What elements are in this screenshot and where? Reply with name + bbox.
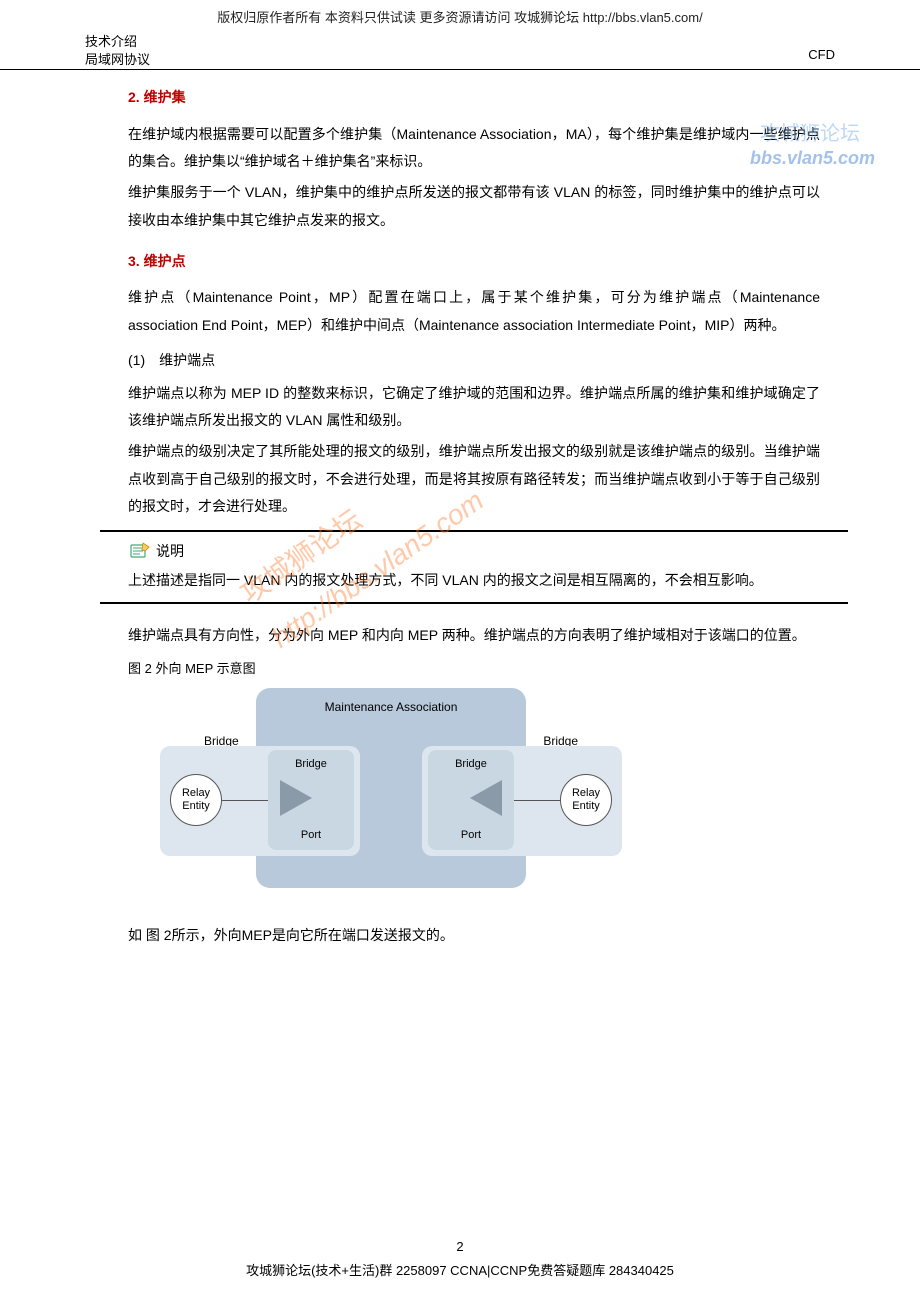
relay-entity-left: RelayEntity — [170, 774, 222, 826]
conn-line-right — [514, 800, 560, 801]
header-right: CFD — [808, 43, 835, 69]
header-line1: 技术介绍 — [85, 33, 150, 51]
para-ma-def: 在维护域内根据需要可以配置多个维护集（Maintenance Associati… — [128, 121, 820, 176]
bp-bot-right: Port — [428, 825, 514, 846]
page-number: 2 — [0, 1235, 920, 1260]
conn-line-left — [222, 800, 268, 801]
note-icon — [128, 541, 152, 561]
para-mp-def: 维护点（Maintenance Point，MP）配置在端口上，属于某个维护集，… — [128, 284, 820, 339]
footer-text: 攻城狮论坛(技术+生活)群 2258097 CCNA|CCNP免费答疑题库 28… — [0, 1259, 920, 1284]
note-box: 说明 上述描述是指同一 VLAN 内的报文处理方式，不同 VLAN 内的报文之间… — [100, 530, 848, 604]
top-banner: 版权归原作者所有 本资料只供试读 更多资源请访问 攻城狮论坛 http://bb… — [0, 0, 920, 33]
diagram-outward-mep: Maintenance Association Bridge Bridge Re… — [156, 688, 636, 898]
para-mep-id: 维护端点以称为 MEP ID 的整数来标识，它确定了维护域的范围和边界。维护端点… — [128, 380, 820, 435]
figure-caption: 图 2 外向 MEP 示意图 — [128, 657, 820, 682]
mep-triangle-left — [280, 780, 312, 816]
subheading-mep: (1) 维护端点 — [128, 347, 820, 374]
note-head: 说明 — [128, 538, 820, 565]
page-content: 2. 维护集 在维护域内根据需要可以配置多个维护集（Maintenance As… — [0, 84, 920, 949]
para-ma-vlan: 维护集服务于一个 VLAN，维护集中的维护点所发送的报文都带有该 VLAN 的标… — [128, 179, 820, 234]
mep-triangle-right — [470, 780, 502, 816]
note-label: 说明 — [156, 538, 184, 565]
ma-title: Maintenance Association — [256, 688, 526, 719]
para-mep-level: 维护端点的级别决定了其所能处理的报文的级别，维护端点所发出报文的级别就是该维护端… — [128, 438, 820, 520]
header-line2: 局域网协议 — [85, 51, 150, 69]
note-body: 上述描述是指同一 VLAN 内的报文处理方式，不同 VLAN 内的报文之间是相互… — [128, 567, 820, 594]
para-mep-direction: 维护端点具有方向性，分为外向 MEP 和内向 MEP 两种。维护端点的方向表明了… — [128, 622, 820, 649]
bp-top-right: Bridge — [428, 750, 514, 775]
bridge-box-left: RelayEntity Bridge Port — [160, 746, 360, 856]
heading-maintenance-set: 2. 维护集 — [128, 84, 820, 111]
para-fig2-desc: 如 图 2所示，外向MEP是向它所在端口发送报文的。 — [128, 922, 820, 949]
header-meta: 技术介绍 局域网协议 CFD — [0, 33, 920, 70]
bp-top-left: Bridge — [268, 750, 354, 775]
bridge-box-right: RelayEntity Bridge Port — [422, 746, 622, 856]
bp-bot-left: Port — [268, 825, 354, 846]
header-left: 技术介绍 局域网协议 — [85, 33, 150, 69]
heading-maintenance-point: 3. 维护点 — [128, 248, 820, 275]
relay-entity-right: RelayEntity — [560, 774, 612, 826]
